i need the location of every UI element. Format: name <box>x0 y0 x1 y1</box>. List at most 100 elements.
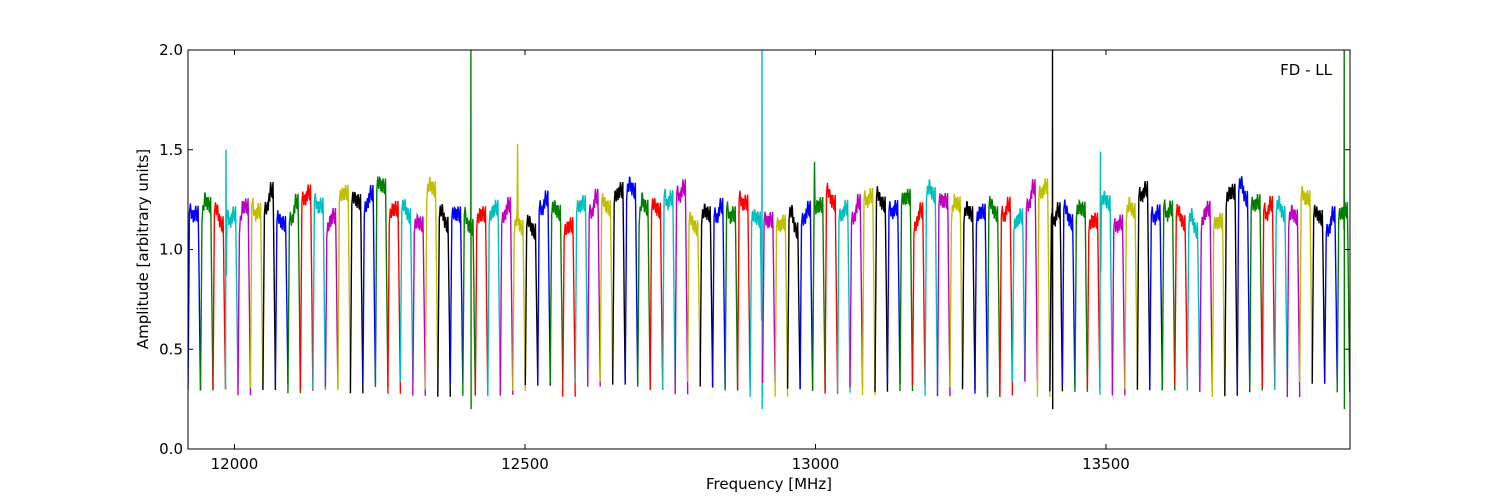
channel-trace <box>337 184 352 391</box>
channel-trace <box>1086 212 1101 389</box>
channel-trace <box>1174 203 1188 386</box>
channel-trace <box>1261 195 1276 389</box>
channel-trace <box>924 179 939 396</box>
channel-trace <box>711 197 726 388</box>
channel-trace <box>1049 50 1064 410</box>
y-axis-ticks: 0.0 0.5 1.0 1.5 2.0 <box>159 41 1350 458</box>
channel-trace <box>1311 204 1326 384</box>
channel-trace <box>1274 195 1288 391</box>
channel-trace <box>761 211 776 383</box>
channel-trace <box>1024 179 1039 382</box>
channel-trace <box>599 193 614 382</box>
channel-trace <box>324 207 339 387</box>
channel-trace <box>287 193 302 394</box>
channel-trace <box>1149 204 1163 391</box>
channel-trace <box>249 197 264 389</box>
channel-trace <box>749 50 764 410</box>
channel-trace <box>612 182 626 385</box>
channel-trace <box>999 196 1014 396</box>
channel-trace <box>774 214 789 397</box>
y-tick-label: 0.0 <box>159 440 183 458</box>
channel-trace <box>874 186 889 392</box>
channel-trace <box>861 187 876 396</box>
channel-trace <box>387 200 402 394</box>
channel-trace <box>949 192 964 388</box>
x-tick-label: 12000 <box>211 455 259 473</box>
channel-trace <box>1199 200 1213 393</box>
channel-trace <box>1186 207 1201 391</box>
channel-trace <box>724 201 739 391</box>
channel-trace <box>1099 151 1114 395</box>
channel-trace <box>224 149 239 390</box>
channel-trace <box>936 192 951 397</box>
channel-trace <box>299 184 314 391</box>
channel-trace <box>1224 183 1238 396</box>
channel-trace <box>886 200 901 384</box>
channel-trace <box>237 198 252 396</box>
x-tick-label: 13000 <box>792 455 840 473</box>
channel-trace <box>1124 196 1139 389</box>
channel-trace <box>1161 199 1176 391</box>
channel-trace <box>499 196 514 395</box>
channel-trace <box>1061 199 1076 387</box>
channel-trace <box>1236 176 1251 393</box>
channel-trace <box>911 202 926 386</box>
x-axis-ticks: 12000 12500 13000 13500 <box>211 50 1130 473</box>
channel-trace <box>1136 180 1151 390</box>
channel-trace <box>624 176 639 384</box>
channel-trace <box>824 182 839 394</box>
channel-trace <box>662 188 676 390</box>
channel-trace <box>449 205 464 384</box>
channel-trace <box>349 191 364 394</box>
channel-trace <box>1336 50 1350 410</box>
channel-trace <box>412 212 426 396</box>
y-tick-label: 1.5 <box>159 141 183 159</box>
channel-trace <box>687 211 701 382</box>
channel-trace <box>1036 178 1051 397</box>
channel-trace <box>811 161 826 392</box>
channel-trace <box>986 195 1001 398</box>
channel-trace <box>974 203 989 394</box>
channel-trace <box>537 190 551 386</box>
channel-trace <box>1249 194 1263 391</box>
channel-trace <box>849 193 864 388</box>
channel-trace <box>674 179 689 395</box>
channel-trace <box>549 200 564 384</box>
channel-trace <box>362 185 377 384</box>
channel-trace <box>512 143 526 391</box>
channel-trace <box>424 176 439 390</box>
channel-trace <box>274 210 289 385</box>
channel-trace <box>836 199 851 393</box>
channel-trace <box>199 192 214 391</box>
channel-trace <box>474 206 489 395</box>
channel-trace <box>799 200 814 390</box>
channel-trace <box>262 182 277 391</box>
channel-trace <box>1286 204 1301 398</box>
x-tick-label: 13500 <box>1082 455 1130 473</box>
channel-trace <box>637 192 651 387</box>
channel-trace <box>399 199 414 382</box>
channel-trace <box>899 188 914 392</box>
channel-trace <box>437 203 451 397</box>
channel-trace <box>1299 185 1313 383</box>
channel-trace <box>649 197 664 391</box>
y-tick-label: 1.0 <box>159 241 183 259</box>
channel-trace <box>312 193 327 390</box>
channel-trace <box>212 202 227 390</box>
channel-trace <box>1111 214 1126 396</box>
x-axis-label: Frequency [MHz] <box>706 475 832 493</box>
channel-trace <box>487 199 501 397</box>
channel-trace <box>188 203 202 391</box>
channel-trace <box>462 50 476 410</box>
series-layer <box>188 50 1350 410</box>
channel-trace <box>961 200 976 390</box>
channel-trace <box>374 175 389 387</box>
channel-trace <box>786 204 801 389</box>
channel-trace <box>736 190 751 390</box>
y-axis-label: Amplitude [arbitrary units] <box>134 149 152 349</box>
channel-trace <box>1074 198 1089 392</box>
channel-trace <box>524 214 539 386</box>
x-tick-label: 12500 <box>501 455 549 473</box>
channel-trace <box>1324 206 1338 384</box>
